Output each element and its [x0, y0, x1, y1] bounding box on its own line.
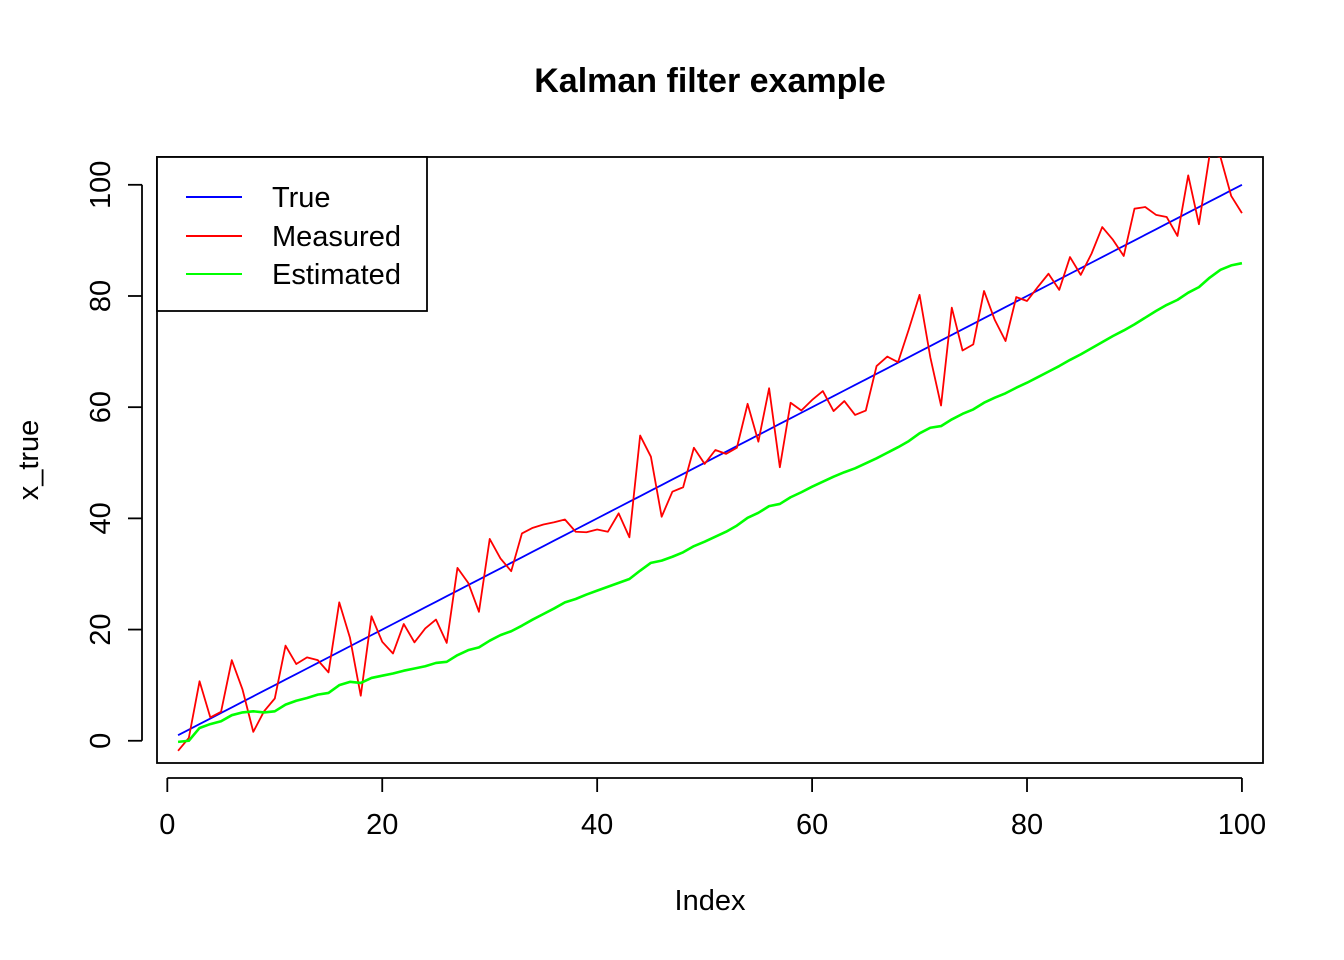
series-line-estimated	[177, 261, 1243, 744]
legend: True Measured Estimated	[156, 156, 428, 312]
series-layer	[177, 157, 1243, 752]
y-axis: 0 20 40 60 80 100	[85, 161, 143, 749]
x-axis: 0 20 40 60 80 100	[159, 777, 1266, 841]
series-line-measured	[177, 157, 1243, 752]
y-tick-label: 60	[85, 391, 117, 423]
x-tick-label: 0	[159, 809, 175, 841]
legend-label-measured: Measured	[272, 221, 401, 253]
x-tick-label: 100	[1218, 809, 1266, 841]
legend-label-true: True	[272, 182, 331, 214]
series-line-true	[177, 184, 1243, 736]
legend-box	[156, 156, 428, 312]
x-axis-label: Index	[675, 885, 746, 917]
x-tick-label: 40	[581, 809, 613, 841]
plot-frame	[156, 156, 1264, 764]
y-axis-label: x_true	[13, 420, 45, 501]
x-tick-label: 80	[1011, 809, 1043, 841]
y-tick-label: 40	[85, 502, 117, 534]
x-tick-label: 20	[366, 809, 398, 841]
y-tick-label: 0	[85, 733, 117, 749]
x-tick-label: 60	[796, 809, 828, 841]
y-tick-label: 20	[85, 613, 117, 645]
legend-label-estimated: Estimated	[272, 259, 401, 291]
chart-title: Kalman filter example	[534, 62, 885, 100]
y-tick-label: 80	[85, 280, 117, 312]
y-tick-label: 100	[85, 161, 117, 209]
